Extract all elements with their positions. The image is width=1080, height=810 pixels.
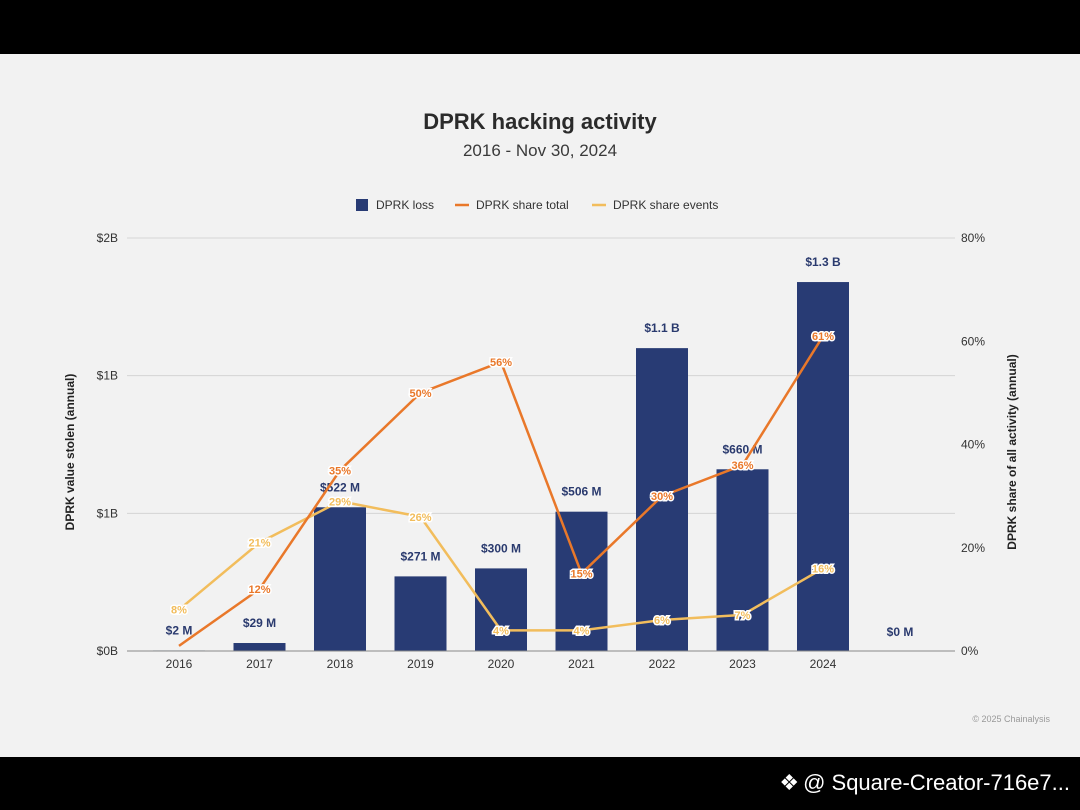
legend-label-loss: DPRK loss bbox=[376, 198, 434, 212]
legend-swatch-loss bbox=[356, 199, 368, 211]
share-total-line-point-label: 56% bbox=[490, 357, 512, 369]
left-tick-label: $0B bbox=[97, 644, 118, 658]
share-events-line-point-label: 16% bbox=[812, 563, 834, 575]
share-events-line-point-label: 4% bbox=[574, 625, 590, 637]
share-events-line-point-label: 7% bbox=[735, 610, 751, 622]
share-events-line-point-label: 26% bbox=[409, 512, 431, 524]
share-total-line-point-label: 12% bbox=[248, 584, 270, 596]
x-tick-label: 2021 bbox=[568, 657, 595, 671]
x-tick-label: 2024 bbox=[810, 657, 837, 671]
bar-value-label: $1.3 B bbox=[805, 255, 841, 269]
x-tick-label: 2020 bbox=[488, 657, 515, 671]
right-tick-label: 60% bbox=[961, 334, 985, 348]
bar bbox=[314, 507, 366, 651]
bar-labels: $2 M$29 M$522 M$271 M$300 M$506 M$1.1 B$… bbox=[166, 255, 841, 637]
legend-label-share-events: DPRK share events bbox=[613, 198, 718, 212]
bar bbox=[716, 469, 769, 651]
bar-value-label: $271 M bbox=[400, 549, 440, 563]
watermark: ❖ @ Square-Creator-716e7... bbox=[779, 770, 1070, 796]
bar bbox=[797, 282, 849, 651]
x-tick-label: 2016 bbox=[166, 657, 193, 671]
copyright-text: © 2025 Chainalysis bbox=[972, 714, 1050, 724]
bar-value-label: $300 M bbox=[481, 541, 521, 555]
chart-title: DPRK hacking activity bbox=[423, 109, 657, 134]
bar-value-label: $2 M bbox=[166, 623, 193, 637]
left-axis-ticks: $0B $1B $1B $2B bbox=[97, 231, 118, 658]
share-events-line bbox=[178, 500, 824, 632]
share-total-line-point-label: 61% bbox=[812, 331, 834, 343]
x-tick-label: 2017 bbox=[246, 657, 273, 671]
x-tick-label: 2023 bbox=[729, 657, 756, 671]
x-axis-ticks: 2016 2017 2018 2019 2020 2021 2022 2023 2024 bbox=[166, 657, 837, 671]
bar-label-extra: $0 M bbox=[887, 625, 914, 639]
left-tick-label: $1B bbox=[97, 369, 118, 383]
bar bbox=[233, 643, 286, 651]
x-tick-label: 2019 bbox=[407, 657, 434, 671]
bar bbox=[475, 568, 527, 651]
watermark-text: @ Square-Creator-716e7... bbox=[803, 770, 1070, 795]
x-tick-label: 2022 bbox=[649, 657, 676, 671]
share-events-line-point-label: 6% bbox=[654, 615, 670, 627]
right-axis-title: DPRK share of all activity (annual) bbox=[1005, 354, 1019, 549]
x-tick-label: 2018 bbox=[327, 657, 354, 671]
point-labels: 8% 21% 29% 26% 4% 4% 6% 7% 16% 12% 35% 50% 56% 15% 30%… bbox=[170, 330, 836, 639]
right-tick-label: 0% bbox=[961, 644, 979, 658]
right-tick-label: 80% bbox=[961, 231, 985, 245]
left-tick-label: $2B bbox=[97, 231, 118, 245]
share-total-line-point-label: 15% bbox=[570, 569, 592, 581]
right-tick-label: 20% bbox=[961, 541, 985, 555]
right-tick-label: 40% bbox=[961, 438, 985, 452]
legend-label-share-total: DPRK share total bbox=[476, 198, 569, 212]
share-events-line-point-label: 4% bbox=[493, 625, 509, 637]
share-total-line-point-label: 50% bbox=[409, 388, 431, 400]
share-events-line-point-label: 8% bbox=[171, 605, 187, 617]
legend: DPRK loss DPRK share total DPRK share ev… bbox=[356, 198, 718, 212]
binance-diamond-icon: ❖ bbox=[779, 770, 800, 795]
bottom-letterbox bbox=[0, 757, 1080, 810]
right-axis-ticks: 0% 20% 40% 60% 80% bbox=[961, 231, 985, 658]
chart-subtitle: 2016 - Nov 30, 2024 bbox=[463, 141, 617, 160]
share-total-line-point-label: 35% bbox=[329, 465, 351, 477]
bar-value-label: $1.1 B bbox=[644, 321, 680, 335]
bar-value-label: $506 M bbox=[561, 485, 601, 499]
left-axis-title: DPRK value stolen (annual) bbox=[63, 374, 77, 531]
bar-series bbox=[153, 282, 849, 651]
line-series bbox=[178, 335, 825, 647]
bar bbox=[636, 348, 688, 651]
top-letterbox bbox=[0, 0, 1080, 54]
share-total-line-point-label: 36% bbox=[731, 460, 753, 472]
share-events-line-point-label: 29% bbox=[329, 496, 351, 508]
share-total-line bbox=[178, 335, 825, 647]
left-tick-label: $1B bbox=[97, 506, 118, 520]
bar-value-label: $29 M bbox=[243, 616, 276, 630]
bar-value-label: $660 M bbox=[722, 442, 762, 456]
share-events-line-point-label: 21% bbox=[248, 538, 270, 550]
chart-panel bbox=[0, 54, 1080, 757]
bar bbox=[394, 576, 447, 651]
share-total-line-point-label: 30% bbox=[651, 491, 673, 503]
